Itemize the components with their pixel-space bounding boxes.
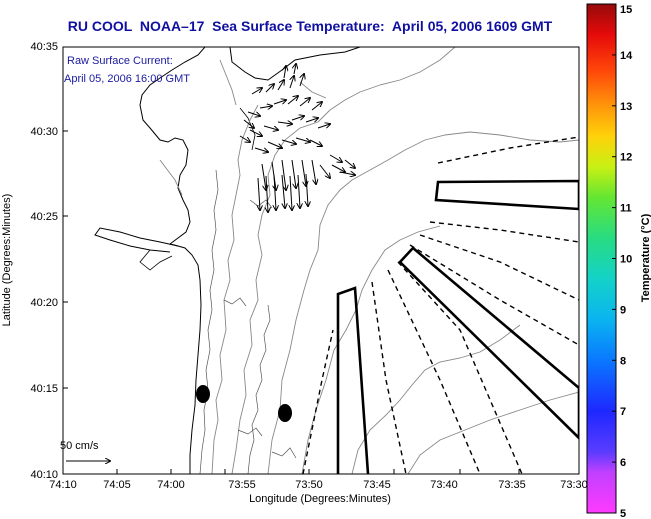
- x-tick-label: 73:50: [295, 479, 323, 491]
- bathymetry-shelf-detail: [199, 169, 297, 474]
- radar-dashed-lines: [302, 136, 579, 474]
- map-title: RU COOL NOAA–17 Sea Surface Temperature:…: [67, 18, 553, 34]
- colorbar-tick-label: 14: [620, 50, 633, 62]
- colorbar-tick-label: 9: [620, 304, 626, 316]
- y-tick-label: 40:25: [30, 211, 58, 223]
- colorbar-tick-label: 12: [620, 152, 632, 164]
- scale-label: 50 cm/s: [60, 440, 99, 452]
- map-plot-area: [63, 47, 579, 474]
- current-note-line1: Raw Surface Current:: [67, 55, 173, 67]
- y-tick-label: 40:35: [30, 41, 58, 53]
- station-dot-1: [196, 385, 210, 403]
- y-tick-label: 40:15: [30, 383, 58, 395]
- river-branch: [139, 249, 173, 271]
- station-dot-2: [278, 404, 292, 422]
- colorbar: [586, 3, 617, 514]
- bathymetry-contours: [159, 47, 579, 474]
- axis-tick-marks: [62, 130, 520, 474]
- colorbar-tick-label: 8: [620, 355, 626, 367]
- x-tick-label: 73:45: [363, 479, 391, 491]
- x-tick-label: 74:05: [103, 479, 131, 491]
- y-axis-label: Latitude (Degrees:Minutes): [1, 194, 13, 327]
- colorbar-tick-label: 15: [620, 4, 632, 16]
- x-axis-label: Longitude (Degrees:Minutes): [249, 493, 391, 505]
- river-inlet: [94, 227, 179, 253]
- x-tick-label: 74:00: [157, 479, 185, 491]
- x-tick-label: 73:40: [430, 479, 458, 491]
- colorbar-tick-label: 6: [620, 457, 626, 469]
- current-note-line2: April 05, 2006 16:00 GMT: [64, 73, 190, 85]
- colorbar-tick-label: 5: [620, 508, 626, 519]
- colorbar-tick-label: 7: [620, 406, 626, 418]
- colorbar-ticks: 5 6 7 8 9 10 11 12 13 14 15: [612, 3, 633, 519]
- x-tick-label: 73:35: [498, 479, 526, 491]
- x-tick-label: 73:55: [228, 479, 256, 491]
- colorbar-label: Temperature (°C): [640, 213, 651, 302]
- y-tick-label: 40:30: [30, 126, 58, 138]
- y-tick-label: 40:10: [30, 469, 58, 481]
- current-vectors: [239, 64, 355, 212]
- colorbar-tick-label: 11: [620, 203, 632, 215]
- radar-beam-outlines: [336, 179, 579, 474]
- colorbar-tick-label: 13: [620, 101, 632, 113]
- plot-frame: [62, 46, 580, 475]
- colorbar-tick-label: 10: [620, 254, 632, 266]
- coastline: [63, 47, 206, 474]
- long-island-coast: [229, 47, 361, 81]
- x-tick-label: 73:30: [560, 479, 588, 491]
- x-tick-label: 74:10: [49, 479, 77, 491]
- y-tick-label: 40:20: [30, 297, 58, 309]
